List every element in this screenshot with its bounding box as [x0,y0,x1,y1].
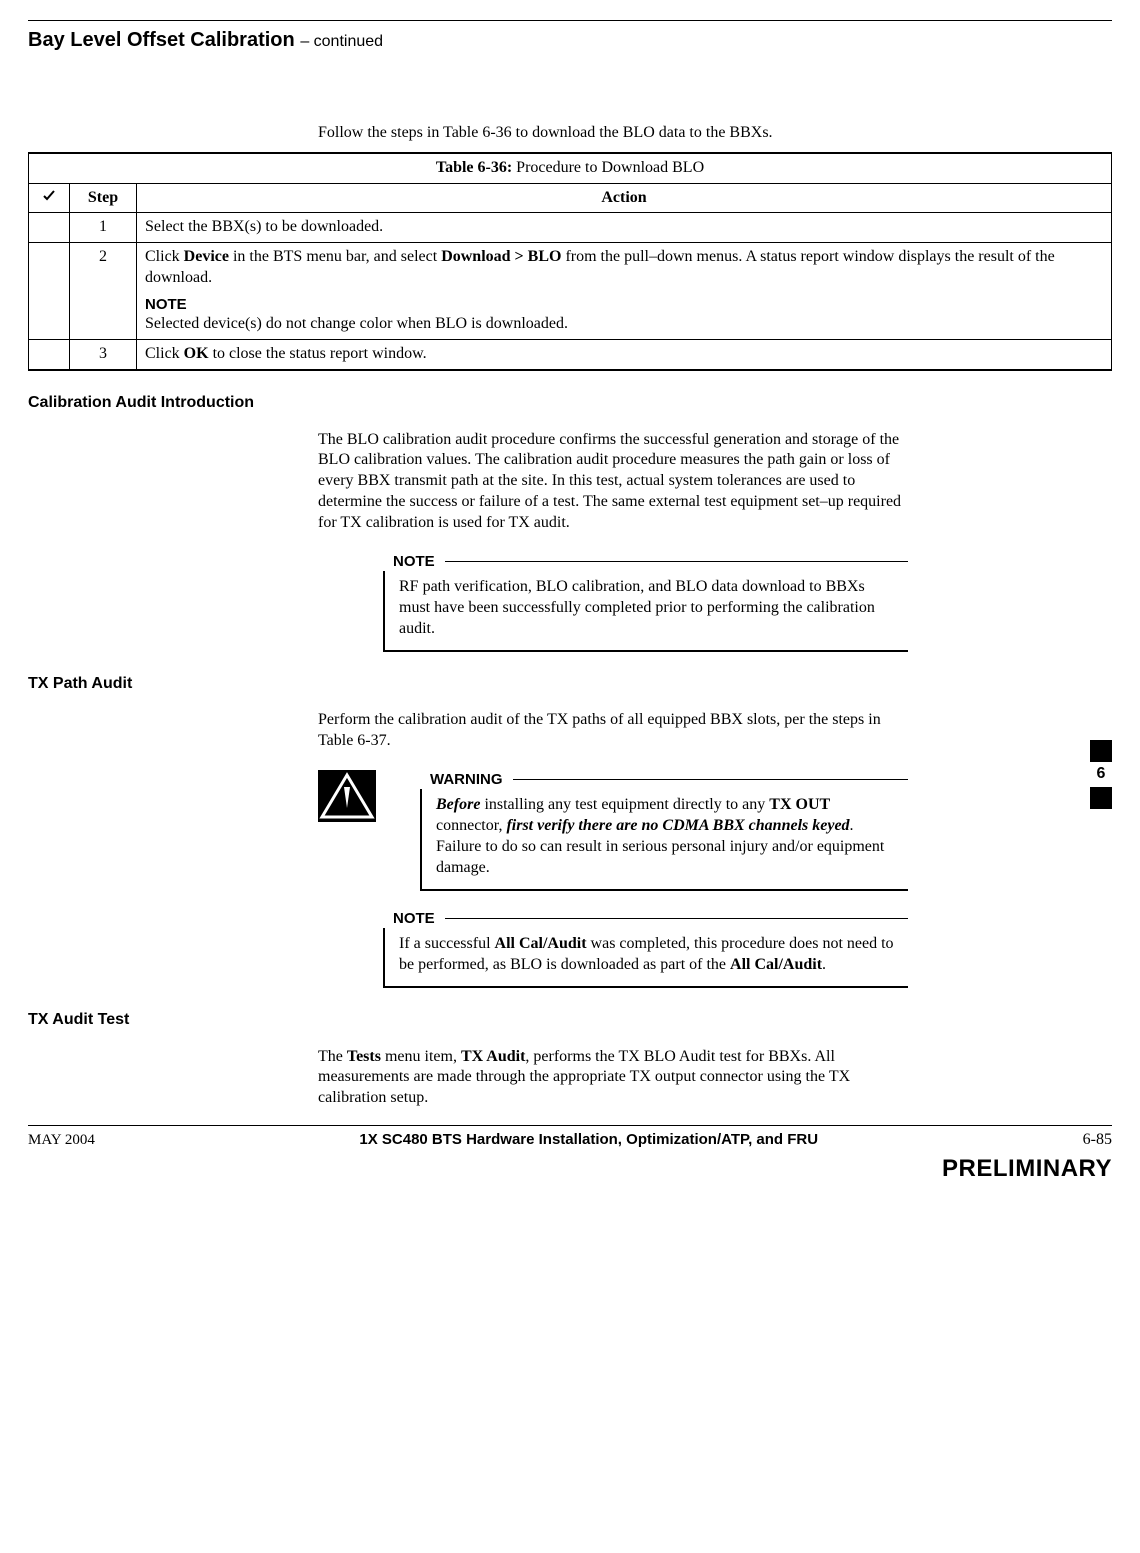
warning-callout: WARNING Before installing any test equip… [318,770,908,891]
callout-label-row: NOTE [353,909,908,929]
note-text: If a successful All Cal/Audit was comple… [383,928,908,988]
table-caption-text: Procedure to Download BLO [516,159,704,176]
header-continued: – continued [300,33,383,50]
action-cell: Select the BBX(s) to be downloaded. [137,213,1112,243]
table-row: 2 Click Device in the BTS menu bar, and … [29,243,1112,340]
row-note-label: NOTE [145,295,1103,315]
section-heading: TX Path Audit [28,674,1112,695]
callout-rule [513,779,909,780]
page: Bay Level Offset Calibration – continued… [28,20,1112,1184]
text: to close the status report window. [209,345,427,362]
text: installing any test equipment directly t… [480,796,769,813]
text: If a successful [399,935,495,952]
footer-page: 6-85 [1083,1130,1112,1151]
side-tab-block [1090,740,1112,762]
table-header-row: Step Action [29,183,1112,213]
table-caption-row: Table 6-36: Procedure to Download BLO [29,153,1112,183]
text: Click [145,345,184,362]
bold: All Cal/Audit [730,956,822,973]
text: The [318,1048,347,1065]
bold-italic: Before [436,796,480,813]
col-step: Step [70,183,137,213]
body-paragraph: Perform the calibration audit of the TX … [318,710,918,752]
page-header: Bay Level Offset Calibration – continued [28,27,1112,53]
table-row: 1 Select the BBX(s) to be downloaded. [29,213,1112,243]
footer-date: MAY 2004 [28,1131,95,1151]
text: . [822,956,826,973]
section-heading: TX Audit Test [28,1010,1112,1031]
bold: Device [184,248,229,265]
bold: All Cal/Audit [495,935,587,952]
table-caption-label: Table 6-36: [436,159,512,176]
bold: Tests [347,1048,381,1065]
note-callout: NOTE If a successful All Cal/Audit was c… [353,909,908,988]
text: in the BTS menu bar, and select [229,248,441,265]
intro-text: Follow the steps in Table 6-36 to downlo… [318,123,1112,144]
top-rule [28,20,1112,21]
side-tab: 6 [1090,740,1112,809]
text: Click [145,248,184,265]
step-cell: 2 [70,243,137,340]
bold: TX OUT [769,796,830,813]
callout-label-row: WARNING [390,770,908,790]
side-tab-number: 6 [1090,762,1112,787]
text: menu item, [381,1048,461,1065]
body-paragraph: The Tests menu item, TX Audit, performs … [318,1047,918,1109]
side-tab-block [1090,787,1112,809]
col-action: Action [137,183,1112,213]
callout-rule [445,918,908,919]
warning-text: Before installing any test equipment dir… [420,789,908,890]
text: connector, [436,817,506,834]
table-row: 3 Click OK to close the status report wi… [29,340,1112,370]
procedure-table: Table 6-36: Procedure to Download BLO St… [28,152,1112,371]
check-cell [29,243,70,340]
body-paragraph: The BLO calibration audit procedure conf… [318,430,918,534]
check-cell [29,340,70,370]
note-label: NOTE [383,909,445,929]
note-label: NOTE [383,552,445,572]
footer-rule [28,1125,1112,1126]
callout-label-row: NOTE [353,552,908,572]
note-text: RF path verification, BLO calibration, a… [383,571,908,651]
warning-label: WARNING [420,770,513,790]
bold: TX Audit [461,1048,525,1065]
bold: OK [184,345,209,362]
bold: Download > BLO [441,248,561,265]
footer: MAY 2004 1X SC480 BTS Hardware Installat… [28,1130,1112,1151]
warning-icon [318,770,376,829]
action-cell: Click OK to close the status report wind… [137,340,1112,370]
step-cell: 1 [70,213,137,243]
check-cell [29,213,70,243]
col-check [29,183,70,213]
bold-italic: first verify there are no CDMA BBX chann… [506,817,849,834]
step-cell: 3 [70,340,137,370]
action-cell: Click Device in the BTS menu bar, and se… [137,243,1112,340]
callout-rule [445,561,908,562]
header-title: Bay Level Offset Calibration [28,29,295,51]
footer-title: 1X SC480 BTS Hardware Installation, Opti… [359,1130,818,1150]
preliminary-stamp: PRELIMINARY [28,1153,1112,1184]
section-heading: Calibration Audit Introduction [28,393,1112,414]
note-callout: NOTE RF path verification, BLO calibrati… [353,552,908,652]
row-note-text: Selected device(s) do not change color w… [145,314,1103,335]
